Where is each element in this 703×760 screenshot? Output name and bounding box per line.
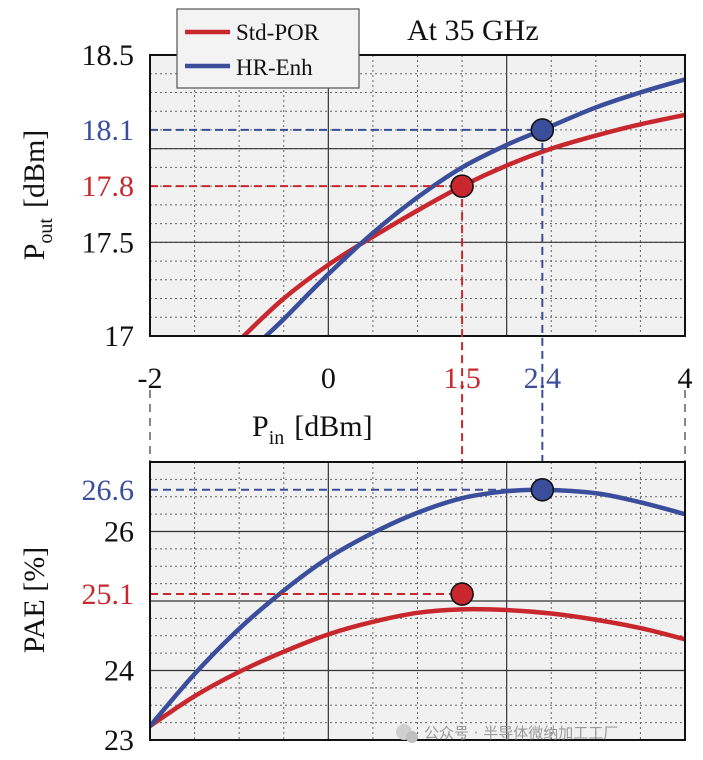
pout-y-callouts: 17.8 18.1 <box>82 114 135 203</box>
pae-ytick-24: 24 <box>104 655 134 688</box>
pae-ytick-23: 23 <box>104 724 134 757</box>
x-label-sub: in <box>269 427 285 449</box>
pout-ytick-18.5: 18.5 <box>82 39 135 72</box>
chart-title: At 35 GHz <box>407 14 539 47</box>
xcallout-1.5: 1.5 <box>443 362 481 395</box>
watermark: 公众号 · 半导体微纳加工工厂 <box>396 724 618 743</box>
pae-y-callouts: 25.1 26.6 <box>82 474 135 611</box>
pout-panel: 17 17.5 18.5 17.8 18.1 <box>82 39 686 353</box>
pae-marker-std-por <box>450 582 474 606</box>
pae-markers <box>450 477 555 606</box>
pae-plot-frame <box>149 461 686 741</box>
x-callouts: 1.5 2.4 <box>443 362 561 395</box>
pout-y-label-sub: out <box>35 218 57 244</box>
wechat-icon-bubble <box>406 731 418 743</box>
pout-ytick-17.5: 17.5 <box>82 226 135 259</box>
pae-y-ticks: 23 24 26 <box>104 516 134 758</box>
legend-label-std-por: Std-POR <box>236 20 320 45</box>
pae-marker-hr-enh <box>530 477 555 502</box>
xtick-4: 4 <box>678 362 693 395</box>
pout-y-axis-label: Pout [dBm] <box>18 130 57 261</box>
pae-panel: 23 24 26 25.1 26.6 <box>82 461 686 758</box>
pae-ycallout-26.6: 26.6 <box>82 474 135 507</box>
pout-y-label-main: P <box>18 244 51 261</box>
pout-guides <box>150 128 543 188</box>
pout-ytick-17: 17 <box>104 320 134 353</box>
pae-line-std-por <box>150 606 685 729</box>
pae-curves <box>150 487 685 729</box>
xtick--2: -2 <box>138 362 163 395</box>
x-label-unit: [dBm] <box>294 410 372 443</box>
pout-ycallout-18.1: 18.1 <box>82 114 135 147</box>
legend-label-hr-enh: HR-Enh <box>236 55 313 80</box>
pae-line-hr-enh <box>150 487 685 729</box>
pae-guides <box>150 488 543 596</box>
x-ticks: -2 0 4 <box>138 362 693 395</box>
watermark-text: 公众号 · 半导体微纳加工工厂 <box>424 724 618 742</box>
pout-line-hr-enh <box>263 77 685 336</box>
pout-y-label-unit: [dBm] <box>18 130 51 208</box>
pout-y-ticks: 17 17.5 18.5 <box>82 39 135 353</box>
legend: Std-POR HR-Enh <box>176 8 360 89</box>
x-axis-label: Pin [dBm] <box>252 410 373 449</box>
xtick-0: 0 <box>321 362 336 395</box>
pae-ytick-26: 26 <box>104 516 134 549</box>
x-label-main: P <box>252 410 269 443</box>
pae-y-axis-label: PAE [%] <box>18 547 51 653</box>
pout-ycallout-17.8: 17.8 <box>82 170 135 203</box>
legend-box <box>176 8 360 89</box>
pout-plot-frame <box>149 54 686 337</box>
pae-ycallout-25.1: 25.1 <box>82 578 135 611</box>
